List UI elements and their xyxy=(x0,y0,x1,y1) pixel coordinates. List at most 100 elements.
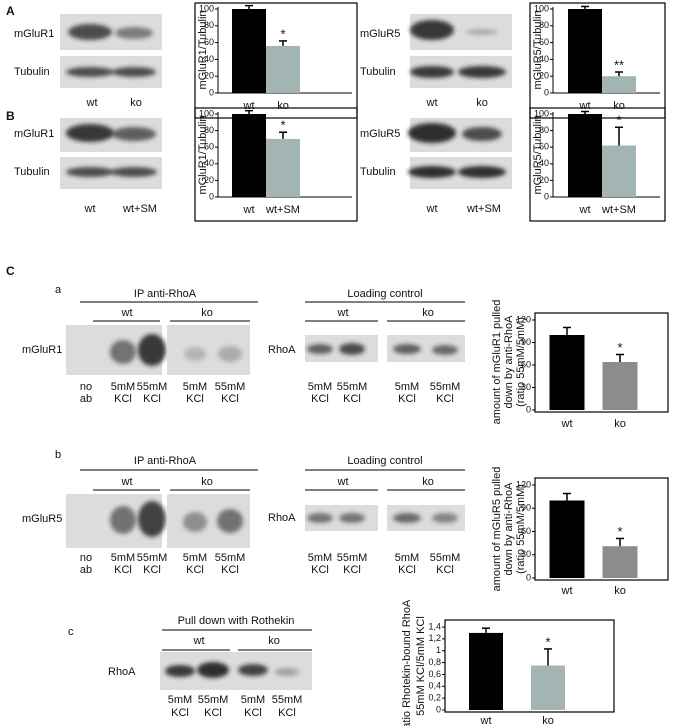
label: KCl xyxy=(221,393,239,405)
y-tick-label: 100 xyxy=(534,108,549,118)
bar xyxy=(266,45,300,93)
y-tick-label: 90 xyxy=(521,503,531,513)
y-tick-label: 60 xyxy=(539,37,549,47)
label: KCl xyxy=(311,393,329,405)
y-tick-label: 0,4 xyxy=(428,681,441,691)
label: wt xyxy=(337,307,349,319)
label: Loading control xyxy=(347,455,422,467)
y-tick-label: 0 xyxy=(526,572,531,582)
label: ko xyxy=(130,97,142,109)
band xyxy=(307,513,333,523)
label: KCl xyxy=(398,393,416,405)
bar xyxy=(602,76,636,93)
y-axis-label: mGluR5/Tubulin xyxy=(532,10,544,89)
label: KCl xyxy=(343,564,361,576)
y-tick-label: 1,4 xyxy=(428,621,441,631)
label: 55mM xyxy=(337,552,368,564)
y-tick-label: 100 xyxy=(199,108,214,118)
label: KCl xyxy=(398,564,416,576)
label: mGluR1 xyxy=(22,344,62,356)
label: 55mM xyxy=(215,552,246,564)
band xyxy=(339,513,365,523)
label: ko xyxy=(201,307,213,319)
label: Tubulin xyxy=(360,66,396,78)
x-tick-label: wt+SM xyxy=(265,204,300,216)
label: wt xyxy=(84,203,96,215)
band xyxy=(410,66,454,78)
y-tick-label: 40 xyxy=(539,54,549,64)
label: 55mM xyxy=(272,694,303,706)
label: Pull down with Rothekin xyxy=(178,615,295,627)
label: 5mM xyxy=(308,381,332,393)
bar xyxy=(602,362,638,410)
band xyxy=(110,340,136,364)
y-tick-label: 60 xyxy=(521,526,531,536)
label: 55mM xyxy=(215,381,246,393)
x-tick-label: wt xyxy=(579,100,591,112)
y-tick-label: 80 xyxy=(539,20,549,30)
band xyxy=(110,506,136,534)
y-tick-label: 1 xyxy=(436,645,441,655)
y-tick-label: 0 xyxy=(209,191,214,201)
label: b xyxy=(55,449,61,461)
y-tick-label: 20 xyxy=(539,175,549,185)
y-axis-label: (ratio 55mM/5mM) xyxy=(515,484,527,574)
significance: ** xyxy=(614,57,624,72)
bar xyxy=(469,632,503,710)
band xyxy=(115,27,153,39)
y-axis-label: down by anti-RhoA xyxy=(503,482,515,576)
x-tick-label: ko xyxy=(613,100,625,112)
y-tick-label: 0 xyxy=(544,87,549,97)
y-tick-label: 1,2 xyxy=(428,633,441,643)
label: 5mM xyxy=(168,694,192,706)
band xyxy=(466,29,498,35)
label: 5mM xyxy=(183,381,207,393)
label: a xyxy=(55,284,62,296)
bar xyxy=(232,114,266,197)
band xyxy=(458,166,506,178)
y-tick-label: 20 xyxy=(539,71,549,81)
y-axis-label: 55mM KCl/5mM KCl xyxy=(415,616,427,716)
label: wt xyxy=(426,203,438,215)
label: mGluR1 xyxy=(14,28,54,40)
x-tick-label: wt xyxy=(480,715,492,726)
label: KCl xyxy=(114,564,132,576)
label: KCl xyxy=(343,393,361,405)
y-tick-label: 0,8 xyxy=(428,657,441,667)
label: Tubulin xyxy=(14,166,50,178)
blots xyxy=(60,14,512,690)
label: mGluR5 xyxy=(360,128,400,140)
label: 5mM xyxy=(183,552,207,564)
label: RhoA xyxy=(108,666,136,678)
y-tick-label: 40 xyxy=(539,158,549,168)
y-axis-label: ratio Rhotekin-bound RhoA xyxy=(401,599,413,726)
label: KCl xyxy=(171,707,189,719)
label: 55mM xyxy=(137,381,168,393)
x-tick-label: wt xyxy=(579,204,591,216)
label: ko xyxy=(268,635,280,647)
label: wt+SM xyxy=(122,203,157,215)
band xyxy=(393,513,421,523)
label: mGluR5 xyxy=(22,513,62,525)
label: mGluR1 xyxy=(14,128,54,140)
label: Tubulin xyxy=(360,166,396,178)
y-axis-label: mGluR5/Tubulin xyxy=(532,115,544,194)
y-tick-label: 30 xyxy=(521,549,531,559)
label: wt xyxy=(86,97,98,109)
label: ko xyxy=(422,307,434,319)
bar xyxy=(266,138,300,197)
label: KCl xyxy=(143,393,161,405)
x-tick-label: wt xyxy=(243,100,255,112)
y-axis-label: mGluR1/Tubulin xyxy=(197,10,209,89)
y-tick-label: 120 xyxy=(516,479,531,489)
band xyxy=(111,167,157,177)
y-tick-label: 60 xyxy=(204,37,214,47)
band xyxy=(462,127,502,141)
significance: * xyxy=(617,340,622,355)
chart-frame xyxy=(194,2,358,119)
significance: * xyxy=(617,524,622,539)
band xyxy=(307,344,333,354)
y-tick-label: 0 xyxy=(526,404,531,414)
band xyxy=(66,67,114,77)
